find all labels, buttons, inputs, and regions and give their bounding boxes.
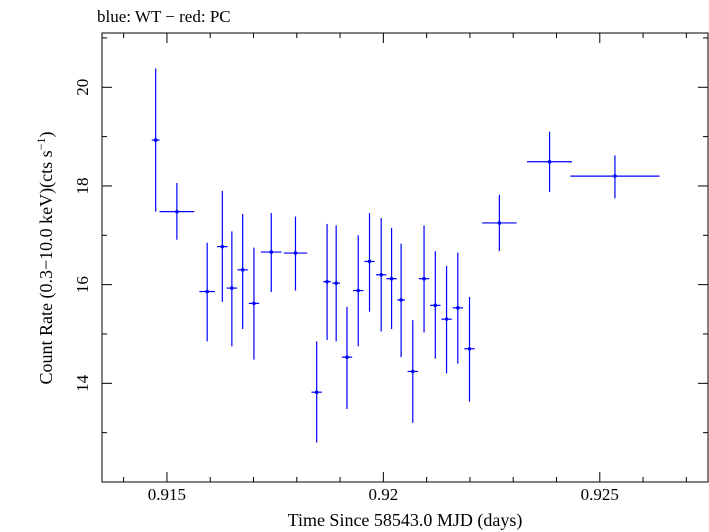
point-marker [410, 369, 415, 374]
point-marker [433, 303, 438, 308]
data-point [452, 252, 464, 364]
y-axis-title-end: ) [36, 132, 57, 138]
point-marker [293, 251, 298, 255]
data-point [283, 216, 308, 291]
point-marker [547, 159, 552, 164]
data-point [430, 251, 441, 359]
data-point [375, 218, 387, 332]
point-marker [269, 250, 274, 254]
y-tick-labels: 14 16 18 20 [73, 79, 92, 392]
point-marker [252, 301, 256, 306]
data-point [441, 265, 452, 374]
point-marker [422, 276, 426, 281]
point-marker [456, 306, 460, 310]
point-marker [497, 221, 502, 225]
x-tick-label: 0.925 [581, 485, 619, 504]
point-marker [205, 289, 209, 294]
data-point [332, 225, 341, 342]
data-point [226, 231, 238, 347]
data-point [570, 155, 660, 199]
point-marker [153, 138, 158, 142]
data-point [482, 194, 517, 252]
data-point [159, 182, 195, 240]
point-marker [325, 279, 329, 284]
data-point [353, 235, 364, 347]
y-axis-title-superscript: −1 [34, 138, 48, 151]
point-marker [356, 288, 361, 293]
data-point [341, 306, 353, 409]
point-marker [314, 390, 319, 395]
point-marker [345, 355, 349, 359]
x-tick-labels: 0.915 0.92 0.925 [148, 485, 619, 504]
point-marker [389, 276, 394, 281]
data-point [407, 320, 418, 423]
data-point [323, 223, 331, 340]
data-point [386, 227, 397, 330]
y-tick-label: 18 [73, 177, 92, 194]
data-point [418, 225, 430, 333]
point-marker [399, 298, 403, 302]
y-tick-label: 16 [73, 276, 92, 293]
data-point [199, 242, 215, 342]
data-point [217, 190, 228, 302]
x-tick-label: 0.92 [368, 485, 398, 504]
data-point [527, 131, 573, 192]
point-marker [334, 281, 338, 285]
chart-title: blue: WT − red: PC [97, 7, 231, 26]
y-axis-title-main: Count Rate (0.3−10.0 keV)(cts s [36, 150, 57, 384]
data-point [260, 213, 282, 293]
data-point [237, 214, 248, 330]
plot-frame [101, 32, 709, 483]
axis-ticks [102, 33, 708, 483]
point-marker [467, 346, 472, 351]
data-point [151, 68, 160, 212]
data-point [464, 296, 475, 402]
point-marker [613, 174, 617, 178]
data-points [151, 68, 660, 443]
point-marker [444, 317, 449, 321]
point-marker [220, 244, 225, 249]
data-point [248, 247, 260, 360]
y-tick-label: 20 [73, 79, 92, 96]
data-point [364, 213, 375, 312]
point-marker [240, 268, 245, 272]
data-point [397, 243, 405, 358]
y-tick-label: 14 [73, 374, 92, 392]
point-marker [367, 259, 372, 264]
point-marker [230, 286, 234, 290]
data-point [311, 341, 322, 443]
x-tick-label: 0.915 [148, 485, 186, 504]
y-axis-title: Count Rate (0.3−10.0 keV)(cts s−1) [34, 132, 57, 385]
x-axis-title: Time Since 58543.0 MJD (days) [288, 510, 523, 531]
point-marker [175, 209, 179, 214]
point-marker [379, 272, 383, 277]
